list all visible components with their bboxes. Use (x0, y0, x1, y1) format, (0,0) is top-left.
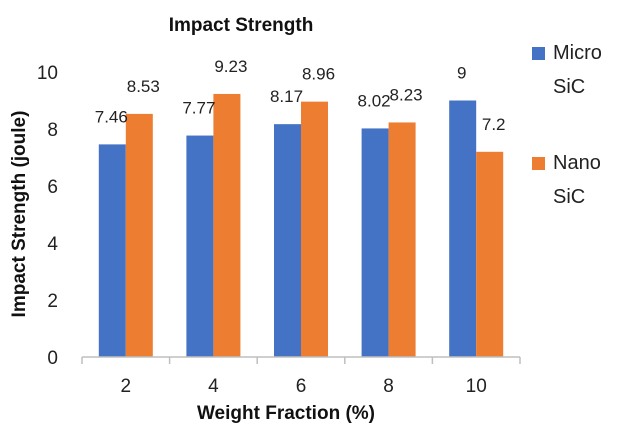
data-label: 8.53 (127, 77, 160, 96)
legend-label: SiC (553, 186, 585, 208)
y-tick-label: 2 (47, 291, 58, 312)
bar-nano-sic (213, 93, 241, 357)
data-label: 8.02 (358, 91, 391, 110)
legend-label: Micro (553, 42, 602, 64)
y-tick-label: 4 (47, 234, 58, 255)
y-tick-label: 10 (37, 63, 58, 84)
data-label: 7.46 (95, 107, 128, 126)
x-tick-label: 6 (296, 376, 307, 397)
bar-micro-sic (274, 124, 301, 357)
bar-micro-sic (361, 128, 389, 357)
y-axis-title: Impact Strength (joule) (9, 111, 30, 318)
data-label: 8.23 (390, 85, 423, 104)
x-tick-label: 10 (466, 376, 487, 397)
x-tick-label: 4 (208, 376, 219, 397)
data-label: 9 (457, 64, 466, 83)
bar-nano-sic (388, 122, 416, 357)
x-tick-label: 8 (383, 376, 394, 397)
bars-group (98, 93, 504, 358)
x-axis-title: Weight Fraction (%) (197, 403, 375, 424)
bar-nano-sic (301, 101, 328, 357)
legend-label: SiC (553, 76, 585, 98)
y-axis-ticks: 0 2 4 6 8 10 (37, 63, 59, 369)
bar-micro-sic (98, 144, 126, 357)
x-axis-ticks: 2 4 6 8 10 (121, 376, 487, 397)
bar-micro-sic (186, 135, 214, 357)
bar-micro-sic (449, 100, 477, 357)
legend-swatch (532, 47, 545, 60)
data-label: 8.17 (270, 87, 303, 106)
y-tick-label: 0 (47, 348, 58, 369)
x-tick-label: 2 (121, 376, 132, 397)
data-label: 7.2 (482, 115, 506, 134)
x-axis (81, 356, 521, 364)
chart-title: Impact Strength (169, 15, 314, 36)
y-tick-label: 6 (47, 177, 58, 198)
legend: Micro SiC Nano SiC (532, 42, 602, 208)
legend-label: Nano (553, 152, 601, 174)
bar-nano-sic (125, 113, 153, 358)
data-labels-group: 7.46 7.77 8.17 8.02 9 8.53 9.23 8.96 8.23 7.2 (95, 57, 506, 134)
data-label: 7.77 (182, 99, 215, 118)
bar-nano-sic (476, 151, 504, 357)
data-label: 8.96 (302, 65, 335, 84)
data-label: 9.23 (214, 57, 247, 76)
y-tick-label: 8 (47, 120, 58, 141)
legend-swatch (532, 157, 545, 170)
